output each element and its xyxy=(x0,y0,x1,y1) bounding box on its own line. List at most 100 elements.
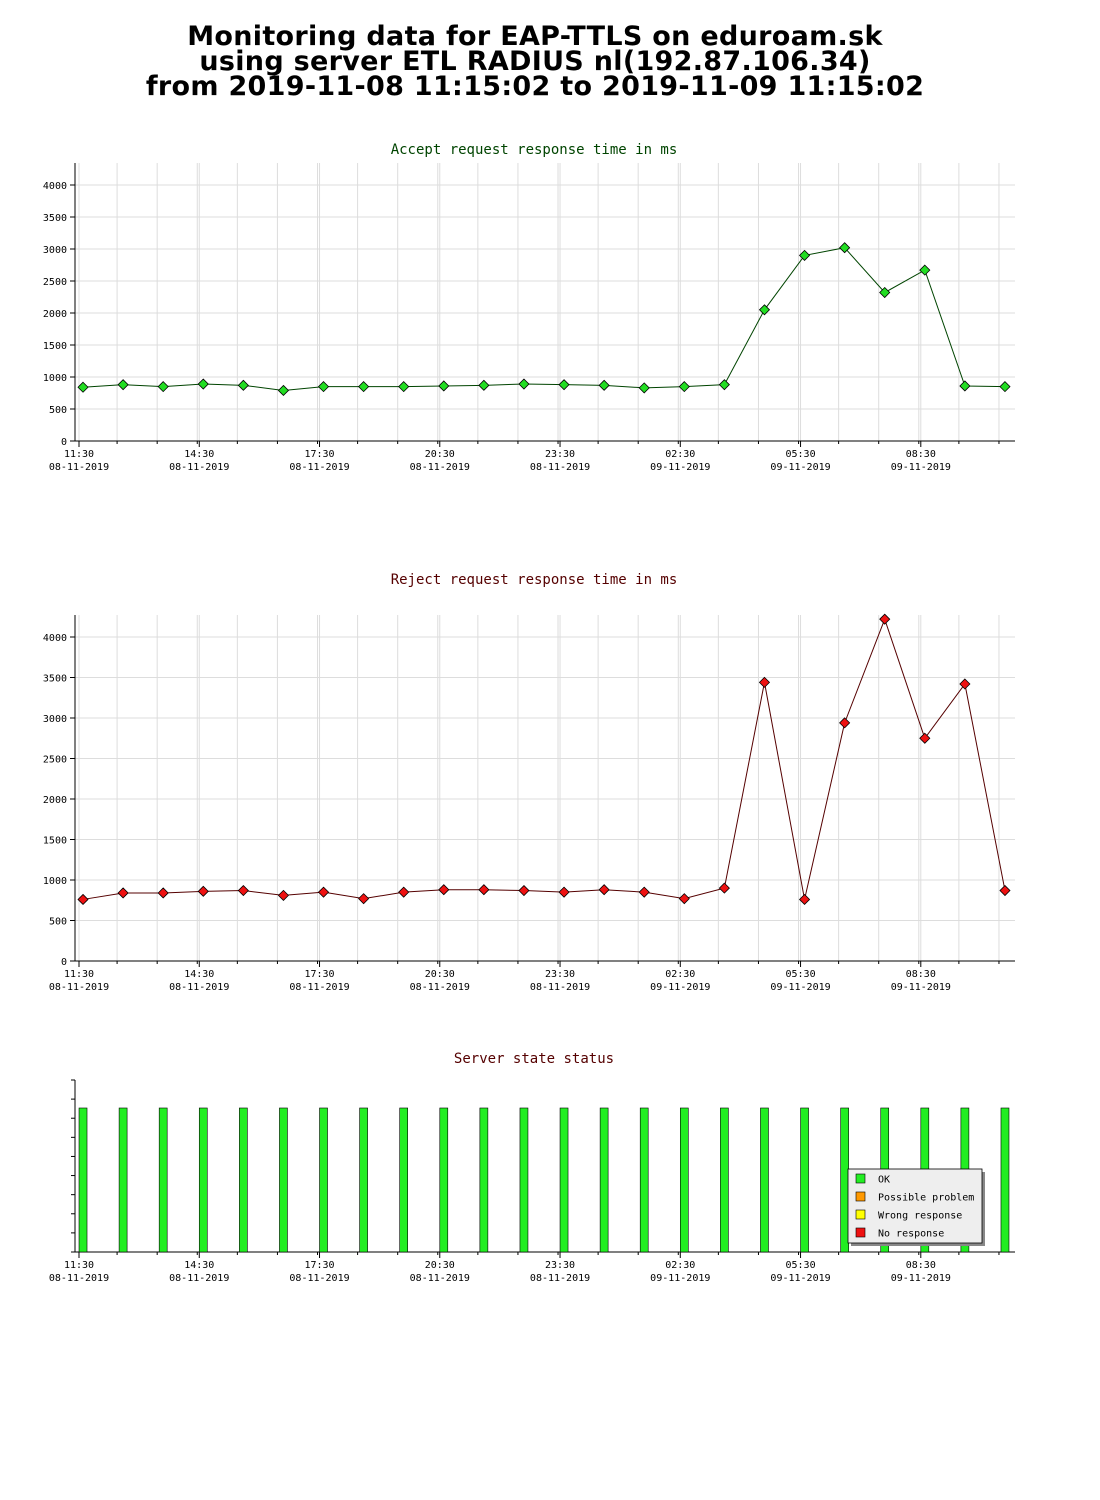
data-point xyxy=(638,382,650,394)
header-line-1: Monitoring data for EAP-TTLS on eduroam.… xyxy=(187,21,883,52)
x-tick-date: 08-11-2019 xyxy=(410,462,470,473)
legend-swatch xyxy=(855,1191,866,1202)
x-tick-date: 08-11-2019 xyxy=(410,1273,470,1284)
data-point xyxy=(919,732,931,744)
data-point xyxy=(358,381,370,393)
status-bar xyxy=(1000,1107,1010,1253)
data-point xyxy=(398,886,410,898)
data-point xyxy=(879,286,891,299)
x-tick-label: 08:30 xyxy=(906,449,936,460)
data-point xyxy=(317,381,330,393)
x-tick-date: 09-11-2019 xyxy=(770,1273,830,1284)
x-tick-date: 09-11-2019 xyxy=(650,982,710,993)
x-tick-date: 09-11-2019 xyxy=(650,1273,710,1284)
y-tick-label: 2000 xyxy=(43,795,67,806)
chart-3: Server state status 11:30 08-11-2019 14:30 0… xyxy=(49,1051,1015,1284)
data-point xyxy=(959,380,971,392)
legend-swatch xyxy=(855,1209,866,1220)
status-bar xyxy=(399,1107,408,1253)
x-tick-date: 08-11-2019 xyxy=(530,1273,590,1284)
data-point xyxy=(478,379,490,391)
x-tick-date: 09-11-2019 xyxy=(891,982,951,993)
data-point xyxy=(438,380,450,392)
data-point xyxy=(398,381,410,393)
status-bar xyxy=(158,1107,168,1253)
x-tick-date: 08-11-2019 xyxy=(530,462,590,473)
data-point xyxy=(518,378,530,390)
x-tick-label: 11:30 xyxy=(64,449,94,460)
status-bar xyxy=(639,1107,649,1253)
y-tick-label: 1000 xyxy=(43,373,67,384)
y-tick-label: 1500 xyxy=(43,341,67,352)
status-bar xyxy=(439,1107,449,1253)
data-point xyxy=(839,242,851,254)
data-point xyxy=(758,676,771,688)
x-tick-label: 20:30 xyxy=(425,969,455,980)
x-tick-label: 17:30 xyxy=(304,449,334,460)
y-tick-label: 2000 xyxy=(43,309,67,320)
data-point xyxy=(77,381,89,393)
status-bar xyxy=(279,1107,288,1253)
data-point xyxy=(237,379,249,391)
data-point xyxy=(798,249,811,261)
data-point xyxy=(959,678,971,690)
x-tick-date: 08-11-2019 xyxy=(49,982,109,993)
data-point xyxy=(999,884,1011,897)
x-tick-date: 09-11-2019 xyxy=(650,462,710,473)
data-point xyxy=(839,717,851,729)
x-tick-date: 09-11-2019 xyxy=(770,982,830,993)
data-point xyxy=(879,613,891,625)
x-tick-label: 23:30 xyxy=(545,1260,575,1271)
status-bar xyxy=(239,1107,248,1253)
data-point xyxy=(197,885,209,897)
data-point xyxy=(157,381,169,393)
header-line-3: from 2019-11-08 11:15:02 to 2019-11-09 1… xyxy=(145,71,925,102)
series-line xyxy=(82,617,1006,900)
x-tick-label: 02:30 xyxy=(665,969,695,980)
y-tick-label: 3000 xyxy=(43,245,67,256)
status-bar xyxy=(359,1107,368,1253)
y-tick-label: 1500 xyxy=(43,836,67,847)
x-tick-date: 09-11-2019 xyxy=(770,462,830,473)
data-point xyxy=(277,384,290,397)
data-point xyxy=(798,893,811,906)
chart-title: Reject request response time in ms xyxy=(391,572,678,588)
x-tick-label: 02:30 xyxy=(665,449,695,460)
data-point xyxy=(558,379,570,391)
x-tick-date: 08-11-2019 xyxy=(289,1273,349,1284)
x-tick-date: 08-11-2019 xyxy=(169,982,229,993)
data-point xyxy=(598,379,610,391)
data-point xyxy=(558,886,570,898)
x-tick-label: 20:30 xyxy=(425,1260,455,1271)
data-point xyxy=(718,882,730,894)
data-point xyxy=(317,886,330,898)
status-bar xyxy=(559,1107,569,1253)
y-tick-label: 4000 xyxy=(43,633,67,644)
chart-title: Server state status xyxy=(454,1051,614,1067)
x-tick-label: 05:30 xyxy=(785,1260,815,1271)
x-tick-label: 23:30 xyxy=(545,969,575,980)
y-tick-label: 3000 xyxy=(43,714,67,725)
data-point xyxy=(157,887,169,899)
x-tick-label: 23:30 xyxy=(545,449,575,460)
x-tick-date: 08-11-2019 xyxy=(289,982,349,993)
data-point xyxy=(197,378,209,390)
x-tick-label: 08:30 xyxy=(906,969,936,980)
y-tick-label: 3500 xyxy=(43,674,67,685)
legend-label: No response xyxy=(878,1229,944,1240)
data-point xyxy=(718,379,730,391)
x-tick-date: 08-11-2019 xyxy=(49,1273,109,1284)
status-bar xyxy=(198,1107,208,1253)
series-line xyxy=(82,247,1005,391)
y-tick-label: 500 xyxy=(49,917,67,928)
x-tick-label: 14:30 xyxy=(184,969,214,980)
x-tick-label: 05:30 xyxy=(785,969,815,980)
chart-1: Accept request response time in ms 0 500 10… xyxy=(43,142,1015,473)
data-point xyxy=(758,304,771,316)
y-tick-label: 2500 xyxy=(43,755,67,766)
x-tick-date: 08-11-2019 xyxy=(169,462,229,473)
y-tick-label: 4000 xyxy=(43,181,67,192)
status-bar xyxy=(840,1107,849,1253)
x-tick-date: 09-11-2019 xyxy=(891,462,951,473)
status-bar xyxy=(800,1107,809,1253)
